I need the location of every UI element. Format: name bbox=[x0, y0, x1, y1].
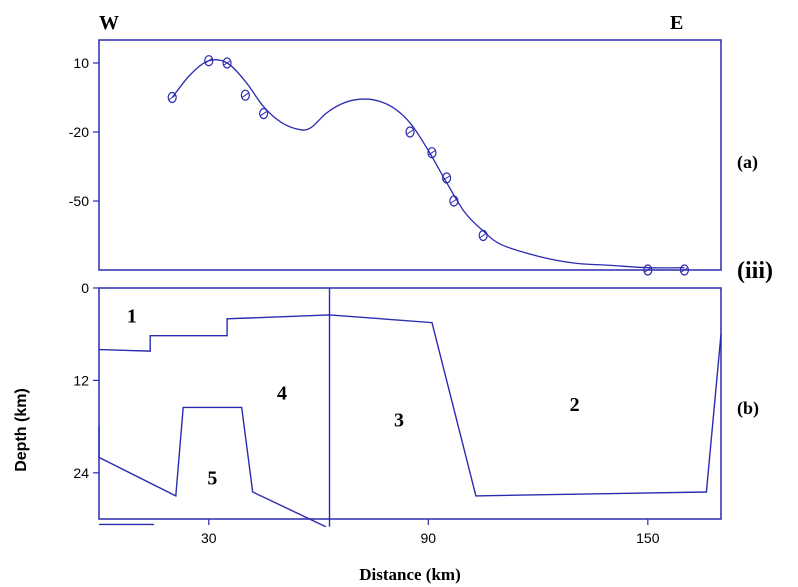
panel-a-observed-point bbox=[167, 91, 177, 104]
panel-a-observed-point-mark bbox=[644, 267, 652, 273]
panel-a-y-tick-label: 10 bbox=[73, 55, 89, 71]
panel-a-observed-point-mark bbox=[428, 150, 436, 156]
panel-a-observed-point-mark bbox=[443, 175, 450, 181]
panel-b-y-tick-label: 12 bbox=[73, 372, 89, 388]
panel-b-x-tick-label: 90 bbox=[421, 530, 437, 546]
panel-a-observed-point bbox=[679, 264, 690, 276]
panel-b-body-boundary bbox=[98, 406, 327, 528]
panel-a-observed-point bbox=[478, 229, 488, 242]
panel-a-observed-point-mark bbox=[223, 60, 231, 66]
panel-a-observed-point-mark bbox=[205, 58, 213, 64]
panel-a-observed-point-mark bbox=[406, 129, 414, 135]
panel-b-marks: 1 2 3 4 5 bbox=[98, 288, 722, 528]
panel-a-y-tick-label: -50 bbox=[69, 193, 89, 209]
panel-a-observed-point bbox=[259, 107, 269, 120]
panel-a-ticks: 10 -20 -50 bbox=[69, 55, 99, 209]
panel-b-body-label: 3 bbox=[394, 410, 404, 432]
panel-a-observed-point-mark bbox=[242, 92, 249, 98]
west-label: W bbox=[99, 12, 119, 34]
panel-b-body-label: 4 bbox=[277, 383, 287, 405]
x-axis-title: Distance (km) bbox=[359, 565, 461, 584]
panel-b-frame bbox=[98, 287, 722, 520]
east-label: E bbox=[670, 12, 683, 34]
panel-a-label: (a) bbox=[737, 152, 758, 173]
panel-a-observed-point-mark bbox=[260, 111, 267, 117]
panel-a-marks bbox=[167, 55, 690, 276]
panel-b-y-tick-label: 0 bbox=[81, 280, 89, 296]
panel-a-observed-point bbox=[405, 126, 415, 138]
section-label: (iii) bbox=[737, 258, 773, 284]
panel-a-calculated-curve bbox=[171, 59, 685, 269]
panel-a-observed-point bbox=[449, 195, 459, 207]
panel-a-observed-point bbox=[222, 57, 232, 69]
panel-b-x-tick-label: 30 bbox=[201, 530, 217, 546]
panel-b-body-label: 2 bbox=[570, 394, 580, 416]
panel-a-observed-point bbox=[427, 147, 437, 159]
panel-b-y-tick-label: 24 bbox=[73, 465, 89, 481]
panel-a-observed-point bbox=[441, 172, 452, 184]
panel-b-body-label: 1 bbox=[127, 306, 137, 328]
panel-b-label: (b) bbox=[737, 398, 759, 419]
panel-a-observed-point bbox=[643, 264, 653, 276]
panel-a-observed-point bbox=[204, 55, 214, 67]
panel-a-observed-point bbox=[240, 89, 250, 101]
panel-a-observed-point-mark bbox=[168, 95, 176, 100]
panel-a-frame bbox=[98, 39, 722, 271]
panel-a-y-tick-label: -20 bbox=[69, 124, 89, 140]
panel-b-x-tick-label: 150 bbox=[636, 530, 660, 546]
panel-a-observed-point-mark bbox=[681, 267, 688, 273]
panel-b-body-boundary bbox=[98, 314, 722, 497]
panel-a-observed-point-mark bbox=[450, 198, 458, 204]
panel-b-body-label: 5 bbox=[207, 467, 217, 489]
y-axis-title: Depth (km) bbox=[13, 388, 30, 472]
panel-a-observed-point-mark bbox=[479, 233, 487, 238]
